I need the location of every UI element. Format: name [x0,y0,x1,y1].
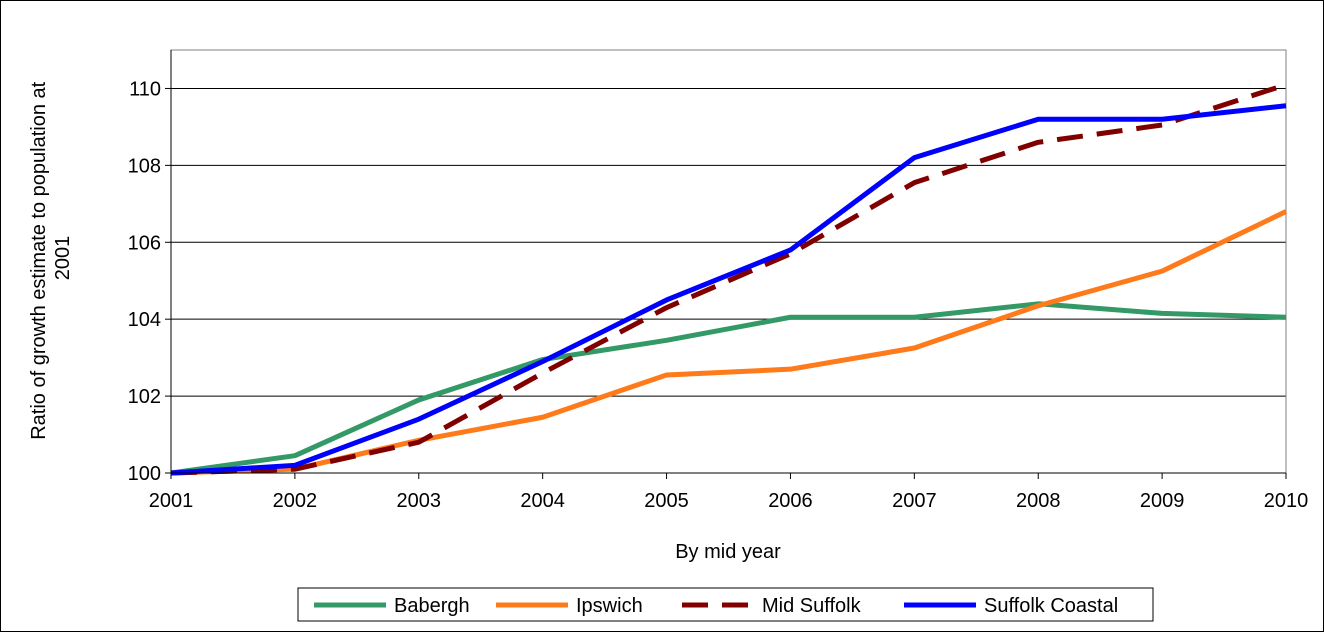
legend-label: Suffolk Coastal [984,595,1118,617]
x-tick-label: 2008 [1016,490,1061,512]
x-tick-label: 2004 [520,490,565,512]
y-tick-label: 110 [129,78,161,100]
y-tick-label: 100 [128,463,161,485]
x-axis-ticks: 2001 2002 2003 2004 2005 2006 2007 2008 2009 2010 [149,473,1309,512]
gridlines [171,87,1286,397]
x-tick-label: 2009 [1140,490,1185,512]
x-tick-label: 2002 [273,490,318,512]
legend: Babergh Ipswich Mid Suffolk Suffolk Coastal [297,587,1154,622]
y-tick-label: 104 [128,309,161,331]
y-axis-label-line-2: 2001 [52,236,74,281]
legend-label: Babergh [394,595,470,617]
y-axis-label: Ratio of growth estimate to population a… [28,76,74,440]
legend-box [297,587,1154,622]
y-axis-ticks: 100 102 104 106 108 110 [128,50,1286,485]
legend-label: Mid Suffolk [762,595,862,617]
legend-label: Ipswich [576,595,643,617]
series-lines [170,82,1288,476]
series-line-babergh [170,301,1287,476]
x-tick-label: 2001 [149,490,194,512]
plot-area [170,49,1287,474]
series-line-mid-suffolk [170,82,1287,476]
series-line-suffolk-coastal [170,103,1287,476]
series-line-ipswich [170,209,1288,476]
y-axis-label-line-1: Ratio of growth estimate to population a… [28,81,50,439]
x-tick-label: 2005 [644,490,689,512]
x-tick-label: 2007 [892,490,937,512]
y-tick-label: 102 [128,386,161,408]
x-tick-label: 2003 [397,490,442,512]
y-tick-label: 106 [128,232,161,254]
x-tick-label: 2006 [768,490,813,512]
x-axis-label: By mid year [675,541,781,563]
x-tick-label: 2010 [1264,490,1309,512]
y-tick-label: 108 [128,155,161,177]
